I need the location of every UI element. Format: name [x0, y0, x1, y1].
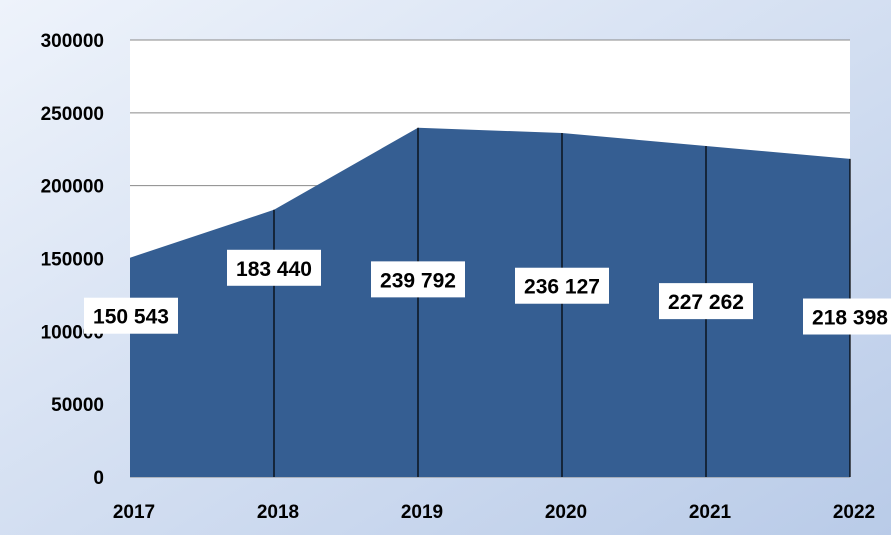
y-tick-label: 250000: [41, 104, 104, 125]
data-label-box: [659, 283, 753, 320]
data-label: 227 262: [659, 283, 753, 320]
data-label-box: [515, 267, 609, 304]
x-tick-label: 2021: [689, 502, 732, 523]
data-label-value: 183 440: [236, 258, 312, 281]
data-label-value: 227 262: [668, 291, 744, 314]
data-label-box: [371, 261, 465, 298]
x-tick-label: 2017: [113, 502, 155, 523]
data-label-value: 150 543: [93, 306, 169, 329]
data-label-value: 236 127: [524, 276, 600, 299]
y-tick-label: 300000: [41, 31, 104, 52]
data-label-box: [84, 297, 178, 334]
data-label-box: [227, 249, 321, 286]
data-label: 218 398: [803, 298, 891, 335]
area-series: [130, 127, 850, 477]
data-label: 239 792: [371, 261, 465, 298]
x-tick-label: 2020: [545, 502, 587, 523]
data-label-value: 218 398: [812, 307, 888, 330]
data-label: 236 127: [515, 267, 609, 304]
data-label: 150 543: [84, 297, 178, 334]
data-label-box: [803, 298, 891, 335]
y-tick-label: 200000: [41, 177, 104, 198]
y-tick-label: 0: [93, 468, 104, 489]
data-label: 183 440: [227, 249, 321, 286]
y-tick-label: 150000: [41, 250, 104, 271]
x-tick-label: 2022: [833, 502, 875, 523]
y-tick-label: 50000: [51, 395, 104, 416]
data-label-value: 239 792: [380, 269, 456, 292]
x-tick-label: 2018: [257, 502, 299, 523]
x-tick-label: 2019: [401, 502, 443, 523]
